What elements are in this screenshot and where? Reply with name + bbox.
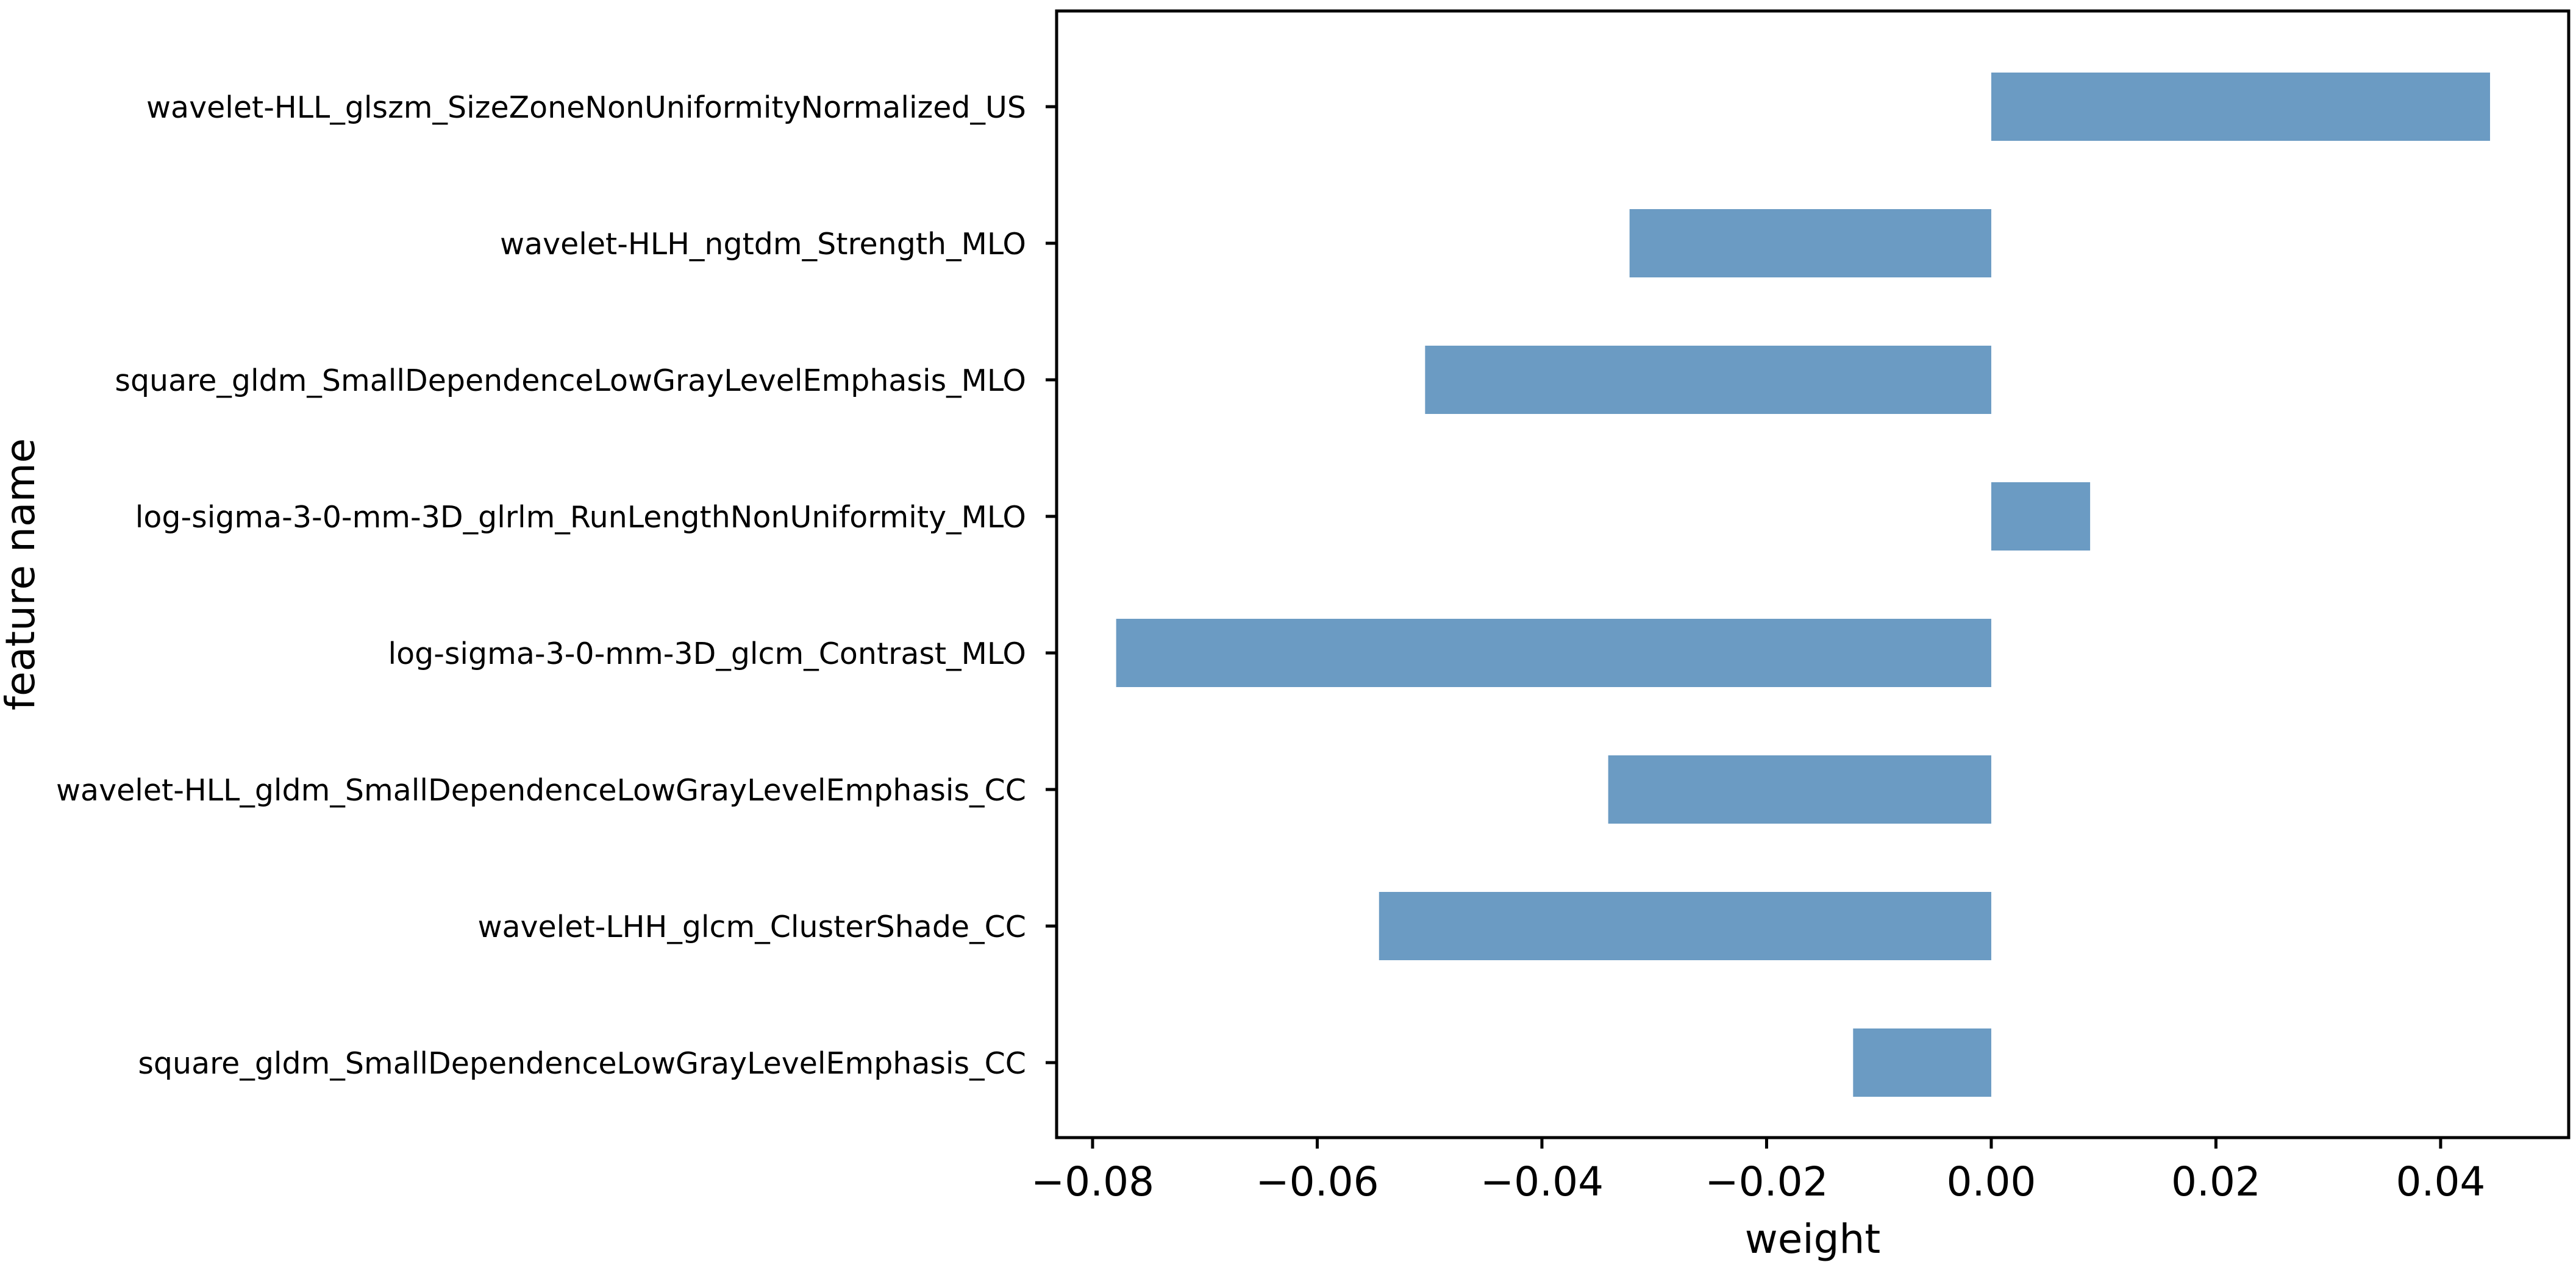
x-tick-label: −0.08: [1031, 1158, 1154, 1205]
x-ticks-layer: −0.08 −0.06 −0.04 −0.02 0.00 0.02 0.04: [1031, 1138, 2485, 1205]
x-axis-label: weight: [1745, 1216, 1881, 1263]
bar: [1379, 892, 1991, 960]
x-tick-label: 0.00: [1946, 1158, 2036, 1205]
y-tick-label: log-sigma-3-0-mm-3D_glrlm_RunLengthNonUn…: [135, 500, 1026, 535]
y-tick-label: wavelet-HLL_glszm_SizeZoneNonUniformityN…: [146, 90, 1026, 125]
bar: [1608, 755, 1991, 824]
x-tick-label: 0.04: [2396, 1158, 2485, 1205]
x-tick-label: 0.02: [2171, 1158, 2261, 1205]
y-axis-label: feature name: [0, 438, 44, 710]
y-tick-label: wavelet-LHH_glcm_ClusterShade_CC: [477, 910, 1026, 944]
y-tick-label: square_gldm_SmallDependenceLowGrayLevelE…: [138, 1046, 1026, 1081]
bar: [1991, 482, 2091, 551]
bar: [1116, 619, 1991, 687]
y-ticks-layer: wavelet-HLL_glszm_SizeZoneNonUniformityN…: [56, 90, 1057, 1081]
x-tick-label: −0.06: [1255, 1158, 1379, 1205]
plot-frame: [1055, 9, 2571, 1139]
bars-layer: [1116, 73, 2491, 1097]
bar: [1991, 73, 2491, 141]
y-tick-label: square_gldm_SmallDependenceLowGrayLevelE…: [115, 363, 1026, 398]
y-tick-label: wavelet-HLL_gldm_SmallDependenceLowGrayL…: [56, 773, 1026, 808]
x-tick-label: −0.04: [1480, 1158, 1604, 1205]
bar: [1629, 209, 1991, 277]
x-tick-label: −0.02: [1705, 1158, 1828, 1205]
y-tick-label: wavelet-HLH_ngtdm_Strength_MLO: [500, 227, 1026, 262]
bar: [1853, 1028, 1991, 1097]
y-tick-label: log-sigma-3-0-mm-3D_glcm_Contrast_MLO: [388, 636, 1027, 671]
bar: [1425, 346, 1991, 414]
